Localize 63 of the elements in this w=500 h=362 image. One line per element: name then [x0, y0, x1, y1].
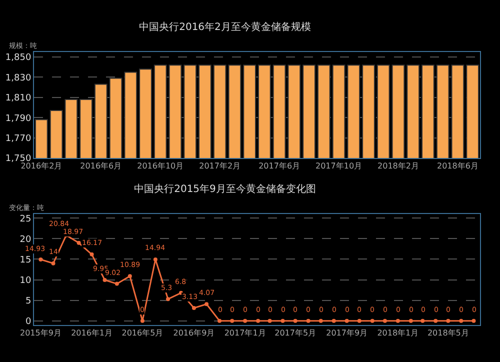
x-tick-label: 2017年1月: [224, 328, 266, 338]
x-tick-label: 2016年1月: [71, 328, 113, 338]
x-tick-label: 2016年9月: [173, 328, 215, 338]
point: [192, 306, 196, 310]
y-tick-label: 0: [25, 317, 32, 328]
point: [396, 318, 400, 323]
point: [408, 318, 413, 323]
point: [230, 318, 234, 323]
point: [293, 318, 298, 323]
x-tick-label: 2016年2月: [20, 162, 62, 171]
point: [446, 318, 450, 323]
x-tick-label: 2018年5月: [427, 328, 469, 338]
point: [204, 302, 209, 306]
chart-title: 中国央行2015年9月至今黄金储备变化图: [134, 182, 316, 195]
point: [166, 297, 170, 302]
point: [280, 318, 285, 323]
point: [218, 318, 222, 323]
point: [256, 318, 260, 323]
point: [128, 274, 132, 278]
point: [357, 318, 362, 323]
point: [243, 318, 248, 323]
x-tick-label: 2017年10月: [315, 162, 362, 171]
y-tick-label: 20: [20, 234, 32, 245]
x-tick-label: 2017年2月: [199, 162, 241, 171]
x-tick-label: 2017年5月: [274, 328, 316, 338]
point: [370, 318, 374, 323]
point: [153, 257, 158, 262]
point: [306, 318, 310, 323]
point: [90, 252, 94, 256]
x-tick-label: 2016年5月: [122, 328, 164, 338]
y-tick-label: 1,850: [5, 53, 32, 64]
point: [472, 318, 476, 323]
point: [38, 258, 43, 262]
point: [51, 261, 56, 266]
y-tick-label: 10: [20, 276, 32, 286]
point: [382, 318, 387, 323]
y-tick-label: 15: [20, 255, 32, 266]
chart-title: 中国央行2016年2月至今黄金储备规模: [139, 20, 311, 33]
point: [140, 318, 144, 323]
point: [332, 318, 336, 323]
y-tick-label: 1,790: [5, 114, 32, 124]
x-tick-label: 2016年10月: [137, 162, 184, 171]
y-tick-label: 1,810: [5, 94, 32, 104]
point: [76, 240, 81, 245]
point: [268, 318, 272, 323]
point: [318, 318, 323, 323]
point: [344, 318, 349, 323]
y-tick-label: 25: [20, 214, 32, 224]
x-tick-label: 2016年6月: [80, 162, 122, 171]
y-tick-label: 1,770: [5, 134, 32, 144]
point: [434, 318, 438, 323]
point: [459, 318, 464, 323]
point: [420, 318, 425, 323]
x-tick-label: 2017年9月: [326, 328, 368, 338]
point: [114, 282, 119, 286]
x-tick-label: 2018年2月: [378, 162, 419, 171]
y-tick-label: 5: [25, 296, 32, 306]
x-tick-label: 2017年6月: [258, 162, 300, 171]
point: [102, 278, 107, 282]
y-tick-label: 1,830: [5, 73, 32, 84]
x-tick-label: 2018年6月: [436, 162, 478, 171]
x-tick-label: 2018年1月: [377, 328, 419, 338]
x-tick-label: 2015年9月: [20, 328, 62, 338]
